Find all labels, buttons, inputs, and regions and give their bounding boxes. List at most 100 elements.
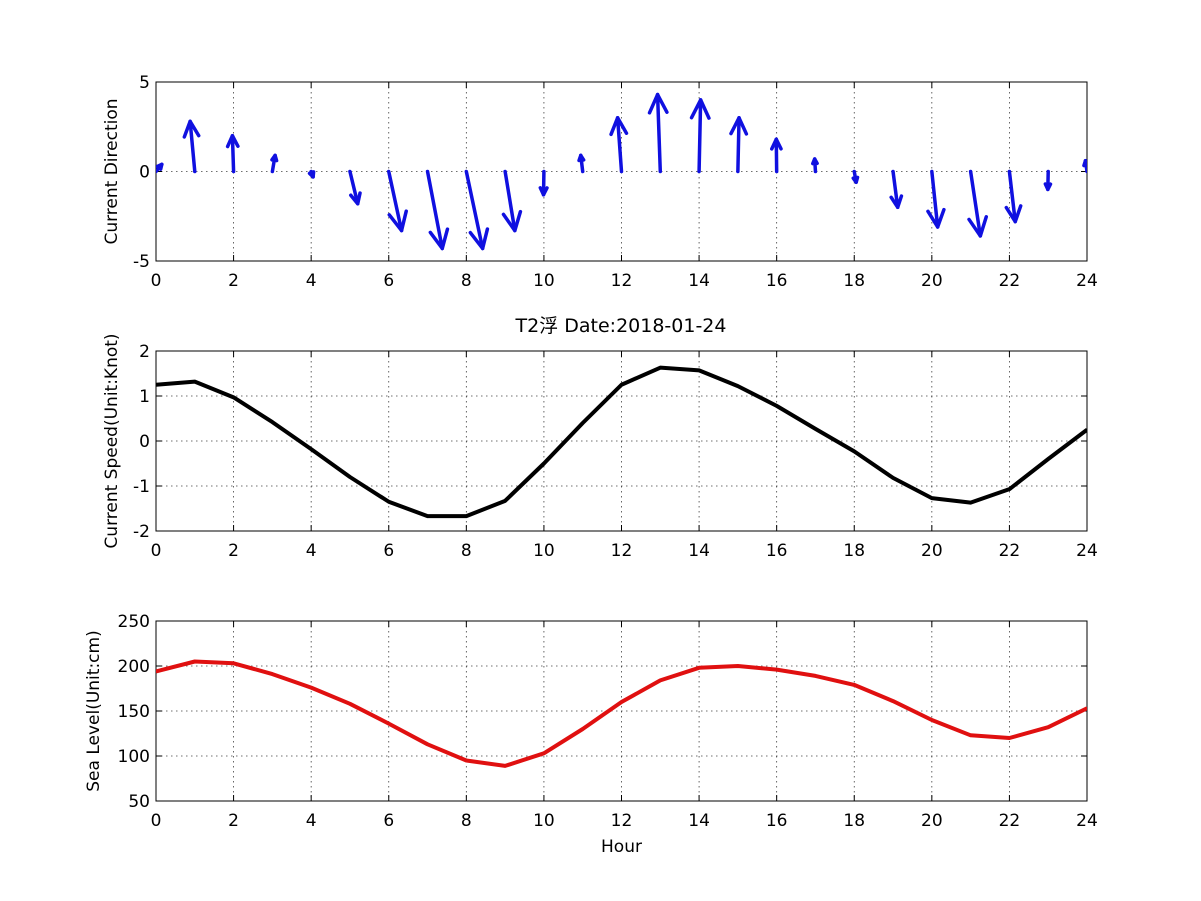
data-point — [503, 764, 507, 768]
data-point — [542, 462, 546, 465]
x-tick-label: 14 — [688, 541, 710, 561]
current-arrow — [577, 153, 586, 174]
data-point — [1046, 457, 1050, 461]
data-point — [387, 722, 391, 726]
x-tick-label: 20 — [921, 811, 943, 831]
current-arrow — [1043, 169, 1053, 192]
current-arrow — [770, 137, 783, 174]
data-point — [813, 674, 817, 678]
x-tick-label: 16 — [766, 541, 788, 561]
current-arrow — [926, 169, 946, 229]
data-point — [775, 404, 779, 408]
x-tick-label: 24 — [1076, 271, 1098, 291]
y-tick-label: 2 — [139, 342, 150, 362]
y-axis-label: Current Direction — [102, 98, 122, 244]
y-tick-label: 250 — [118, 612, 150, 632]
x-tick-label: 18 — [843, 541, 865, 561]
data-point — [736, 384, 740, 388]
current-arrow — [225, 133, 240, 174]
current-arrow — [182, 119, 201, 174]
data-point — [232, 661, 236, 665]
y-tick-label: 0 — [139, 432, 150, 452]
data-point — [309, 447, 313, 451]
current-arrow — [889, 169, 904, 210]
y-tick-label: -1 — [133, 477, 150, 497]
x-tick-label: 14 — [688, 271, 710, 291]
x-tick-label: 0 — [151, 271, 162, 291]
data-point — [156, 669, 158, 673]
y-axis-label: Sea Level(Unit:cm) — [84, 630, 104, 791]
x-axis-label: Hour — [601, 837, 642, 857]
x-tick-label: 4 — [306, 271, 317, 291]
data-point — [1007, 487, 1011, 491]
x-tick-label: 12 — [611, 811, 633, 831]
current-arrow — [307, 169, 316, 179]
current-arrow — [1082, 159, 1087, 174]
x-tick-label: 10 — [533, 541, 555, 561]
data-point — [852, 449, 856, 453]
current-arrow — [689, 98, 711, 174]
current-arrow — [464, 169, 490, 251]
x-tick-label: 18 — [843, 271, 865, 291]
data-point — [697, 368, 701, 372]
x-tick-label: 10 — [533, 811, 555, 831]
data-point — [813, 427, 817, 431]
data-point — [348, 475, 352, 479]
data-point — [581, 727, 585, 731]
x-tick-label: 8 — [461, 541, 472, 561]
current-arrow — [811, 157, 819, 174]
x-tick-label: 0 — [151, 541, 162, 561]
data-point — [309, 686, 313, 690]
data-point — [193, 380, 197, 384]
y-tick-label: 5 — [139, 73, 150, 93]
data-point — [620, 383, 623, 387]
data-point — [348, 702, 352, 706]
current-arrow — [348, 169, 362, 206]
x-tick-label: 12 — [611, 271, 633, 291]
data-point — [969, 501, 973, 505]
data-point — [930, 496, 934, 500]
y-tick-label: -5 — [133, 252, 150, 272]
figure-title: T2浮 Date:2018-01-24 — [515, 315, 727, 337]
current-arrow — [609, 116, 629, 174]
current-arrow — [387, 169, 408, 233]
x-tick-label: 4 — [306, 811, 317, 831]
data-point — [581, 421, 585, 425]
x-tick-label: 2 — [228, 811, 239, 831]
data-point — [930, 718, 934, 722]
data-point — [193, 660, 197, 663]
y-tick-label: 200 — [118, 657, 150, 677]
y-axis-label: Current Speed(Unit:Knot) — [102, 333, 122, 548]
data-point — [969, 733, 973, 737]
data-point — [852, 683, 856, 687]
x-tick-label: 14 — [688, 811, 710, 831]
x-tick-label: 6 — [383, 811, 394, 831]
y-tick-label: 0 — [139, 163, 150, 183]
data-point — [620, 700, 623, 704]
data-point — [736, 664, 740, 668]
data-point — [1085, 428, 1087, 432]
series-marks — [156, 92, 1087, 251]
x-tick-label: 10 — [533, 271, 555, 291]
x-tick-label: 12 — [611, 541, 633, 561]
series-marks — [156, 365, 1087, 519]
y-tick-label: 50 — [128, 792, 150, 812]
x-tick-label: 2 — [228, 271, 239, 291]
current-arrow — [538, 169, 549, 197]
data-point — [464, 514, 468, 518]
data-point — [270, 672, 274, 676]
x-tick-label: 16 — [766, 811, 788, 831]
data-point — [426, 742, 430, 746]
x-tick-label: 4 — [306, 541, 317, 561]
x-tick-label: 2 — [228, 541, 239, 561]
x-tick-label: 16 — [766, 271, 788, 291]
current-arrow — [967, 169, 988, 238]
x-tick-label: 8 — [461, 811, 472, 831]
data-point — [891, 476, 895, 480]
x-tick-label: 22 — [999, 271, 1021, 291]
current-arrow — [647, 92, 669, 174]
data-point — [1046, 725, 1050, 729]
current-arrow — [270, 153, 279, 174]
data-point — [658, 678, 662, 682]
